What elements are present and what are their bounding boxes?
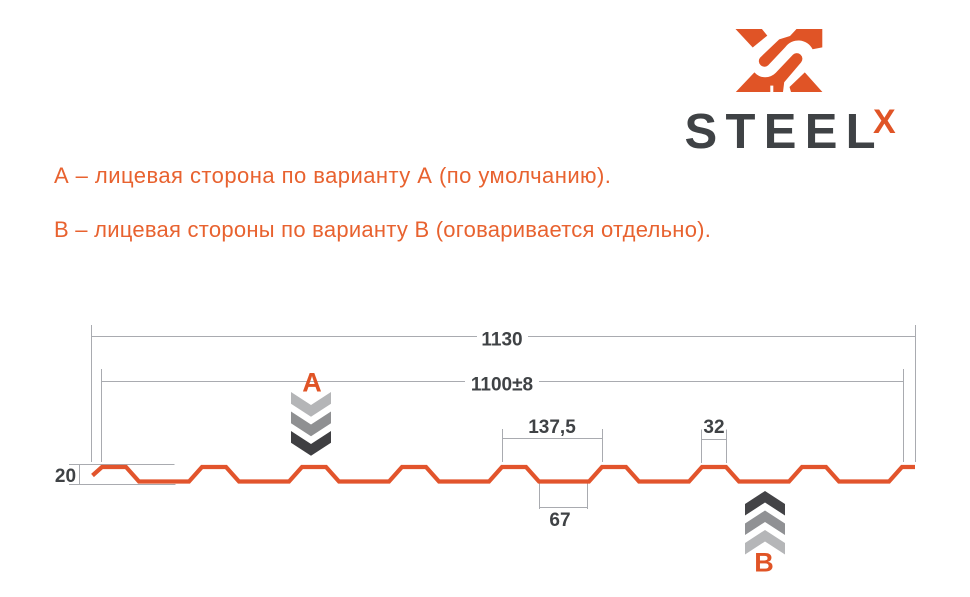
svg-text:A: A — [302, 368, 322, 398]
svg-text:32: 32 — [703, 417, 724, 438]
svg-text:137,5: 137,5 — [528, 417, 576, 438]
svg-text:67: 67 — [549, 510, 570, 531]
svg-text:B: B — [754, 548, 774, 578]
svg-text:1130: 1130 — [481, 330, 522, 351]
svg-text:20: 20 — [55, 466, 76, 487]
svg-text:STEEL: STEEL — [685, 105, 884, 159]
svg-text:X: X — [873, 103, 896, 141]
svg-text:1100±8: 1100±8 — [471, 375, 533, 396]
